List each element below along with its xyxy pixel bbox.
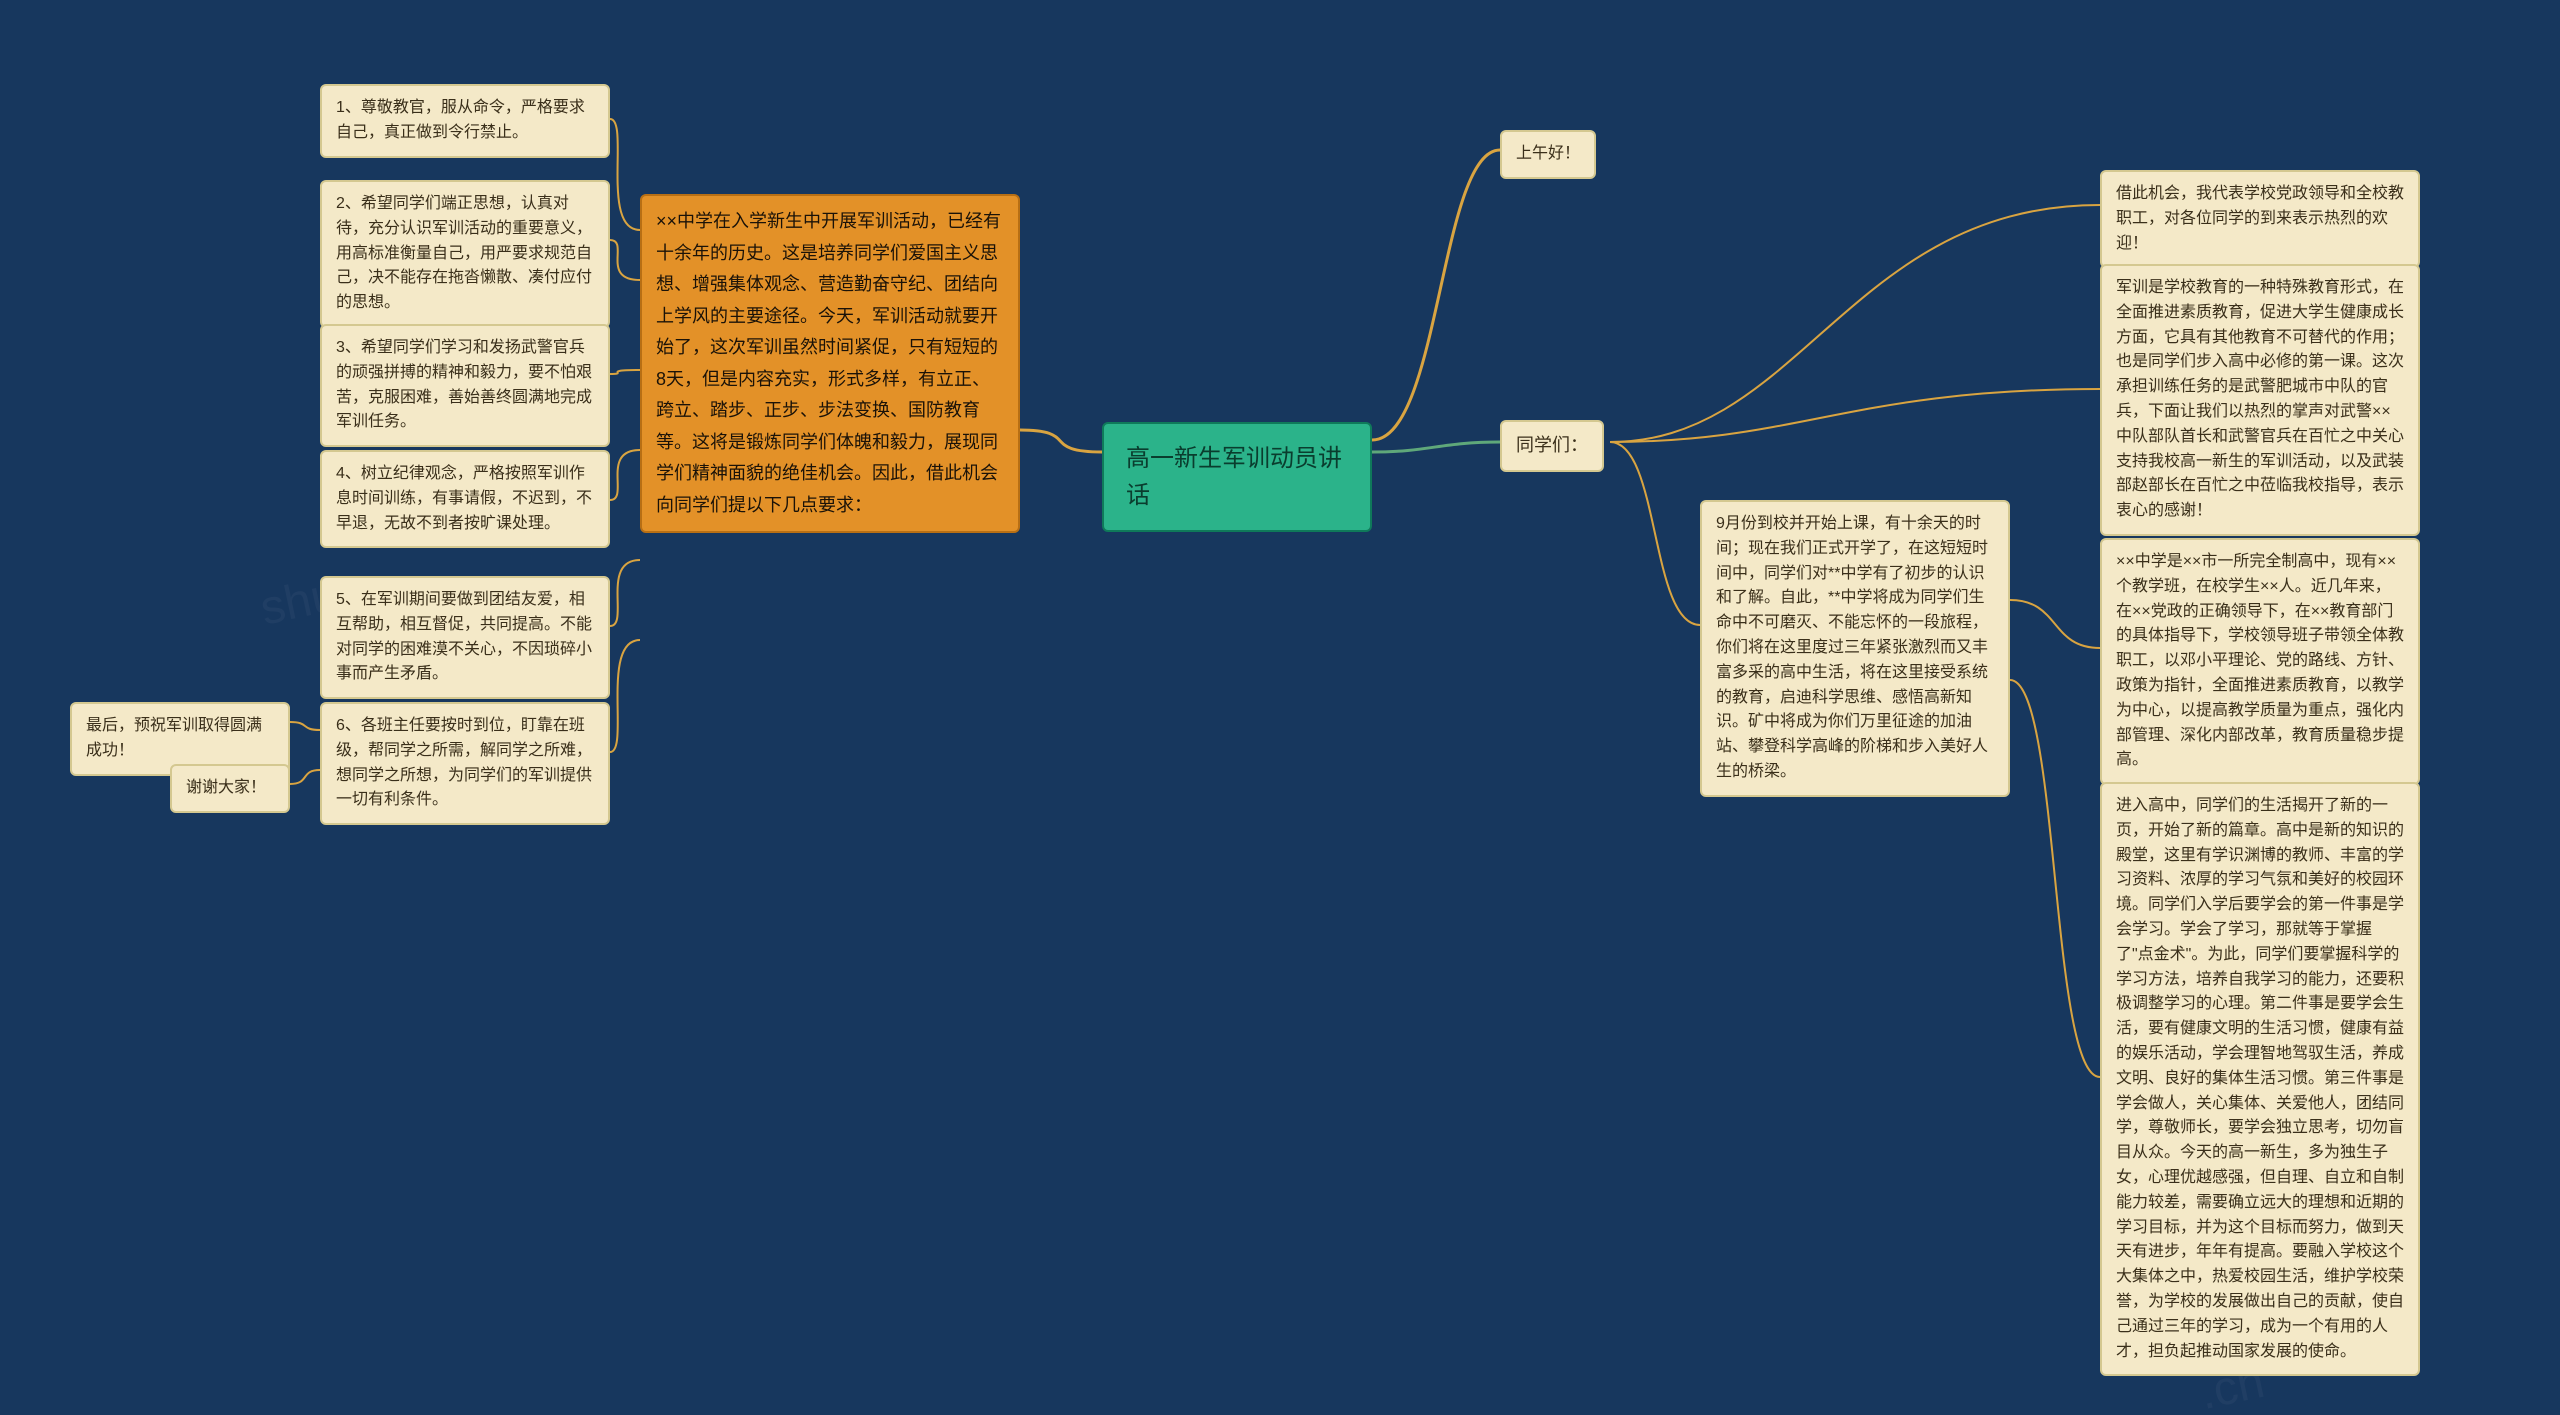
left-branch-summary[interactable]: ××中学在入学新生中开展军训活动，已经有十余年的历史。这是培养同学们爱国主义思想… — [640, 194, 1020, 533]
closing-thanks[interactable]: 谢谢大家！ — [170, 764, 290, 813]
right-item-life[interactable]: 进入高中，同学们的生活揭开了新的一页，开始了新的篇章。高中是新的知识的殿堂，这里… — [2100, 782, 2420, 1376]
greeting-morning[interactable]: 上午好！ — [1500, 130, 1596, 179]
left-item-4[interactable]: 4、树立纪律观念，严格按照军训作息时间训练，有事请假，不迟到，不早退，无故不到者… — [320, 450, 610, 548]
left-item-1[interactable]: 1、尊敬教官，服从命令，严格要求自己，真正做到令行禁止。 — [320, 84, 610, 158]
left-item-6[interactable]: 6、各班主任要按时到位，盯靠在班级，帮同学之所需，解同学之所难，想同学之所想，为… — [320, 702, 610, 825]
greeting-students[interactable]: 同学们： — [1500, 420, 1604, 472]
left-item-5[interactable]: 5、在军训期间要做到团结友爱，相互帮助，相互督促，共同提高。不能对同学的困难漠不… — [320, 576, 610, 699]
left-item-3[interactable]: 3、希望同学们学习和发扬武警官兵的顽强拼搏的精神和毅力，要不怕艰苦，克服困难，善… — [320, 324, 610, 447]
mindmap-root[interactable]: 高一新生军训动员讲话 — [1102, 422, 1372, 532]
right-item-school[interactable]: ××中学是××市一所完全制高中，现有××个教学班，在校学生××人。近几年来，在×… — [2100, 538, 2420, 785]
right-item-welcome[interactable]: 借此机会，我代表学校党政领导和全校教职工，对各位同学的到来表示热烈的欢迎！ — [2100, 170, 2420, 268]
right-item-military[interactable]: 军训是学校教育的一种特殊教育形式，在全面推进素质教育，促进大学生健康成长方面，它… — [2100, 264, 2420, 536]
right-intro-paragraph[interactable]: 9月份到校并开始上课，有十余天的时间；现在我们正式开学了，在这短短时间中，同学们… — [1700, 500, 2010, 797]
left-item-2[interactable]: 2、希望同学们端正思想，认真对待，充分认识军训活动的重要意义，用高标准衡量自己，… — [320, 180, 610, 328]
